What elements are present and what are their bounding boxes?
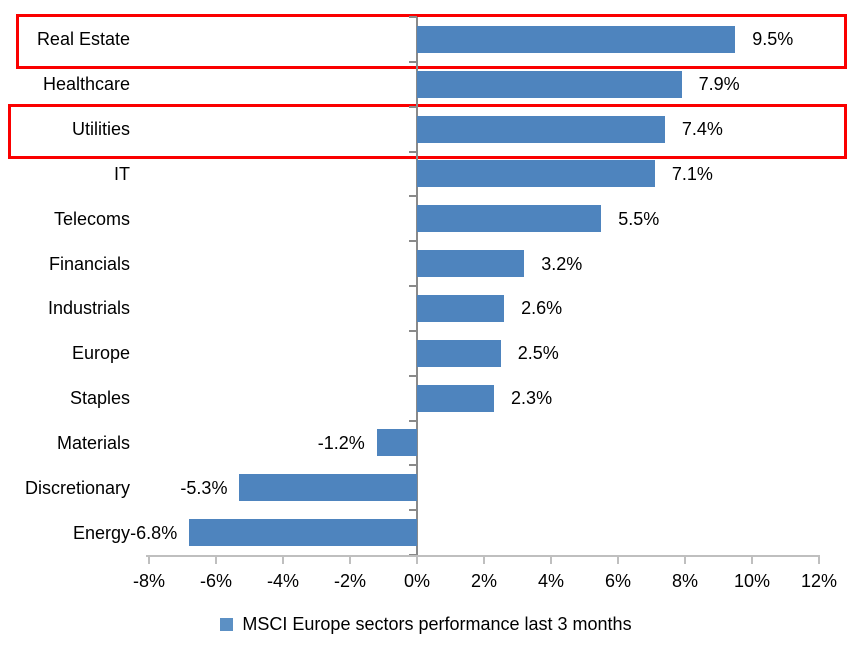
- bar: [417, 294, 505, 322]
- legend-marker-icon: [220, 617, 234, 631]
- x-axis-tick-label: 4%: [537, 571, 564, 591]
- bar-value-label: 5.5%: [618, 208, 660, 229]
- bar: [417, 205, 602, 233]
- x-axis-tick: [416, 555, 418, 564]
- category-axis-tick: [409, 240, 417, 243]
- x-axis-tick-label: -4%: [266, 571, 299, 591]
- category-axis-tick: [409, 150, 417, 153]
- bar-value-label: -6.8%: [130, 522, 178, 543]
- bar-value-label: 2.3%: [511, 388, 553, 409]
- category-label: Telecoms: [53, 208, 130, 229]
- highlight-box-real-estate: [16, 14, 847, 69]
- bar: [417, 25, 736, 53]
- category-label: Utilities: [71, 119, 130, 140]
- x-axis-tick-label: 2%: [470, 571, 497, 591]
- x-axis-tick: [148, 555, 150, 564]
- category-label: Healthcare: [42, 74, 130, 95]
- bar: [189, 519, 417, 547]
- x-axis-tick-label: 10%: [733, 571, 771, 591]
- category-axis-tick: [409, 374, 417, 377]
- x-axis-tick: [684, 555, 686, 564]
- category-axis-tick: [409, 16, 417, 18]
- x-axis-tick: [282, 555, 284, 564]
- bar-value-label: 2.6%: [521, 298, 563, 319]
- category-axis-tick: [409, 464, 417, 467]
- category-label: Real Estate: [36, 29, 130, 50]
- category-label: Discretionary: [24, 477, 130, 498]
- zero-axis-line: [416, 17, 418, 555]
- legend-label: MSCI Europe sectors performance last 3 m…: [242, 613, 632, 634]
- category-label: Financials: [48, 253, 130, 274]
- bar: [417, 250, 525, 278]
- bar: [417, 339, 501, 367]
- bar-value-label: 9.5%: [752, 29, 794, 50]
- bar-value-label: -5.3%: [180, 477, 228, 498]
- x-axis-tick: [349, 555, 351, 564]
- x-axis-tick: [550, 555, 552, 564]
- legend: MSCI Europe sectors performance last 3 m…: [0, 611, 852, 637]
- bar-value-label: 7.4%: [681, 119, 723, 140]
- bar: [417, 384, 495, 412]
- category-axis-tick: [409, 509, 417, 512]
- category-axis-tick: [409, 60, 417, 63]
- x-axis-tick-label: -2%: [333, 571, 366, 591]
- bar: [376, 429, 417, 457]
- category-label: Industrials: [47, 298, 130, 319]
- bar: [417, 70, 682, 98]
- bar: [239, 474, 417, 502]
- x-axis-tick-label: 0%: [403, 571, 430, 591]
- x-axis-tick: [818, 555, 820, 564]
- bar-value-label: 2.5%: [517, 343, 559, 364]
- category-label: Staples: [69, 388, 130, 409]
- x-axis-tick-label: 6%: [604, 571, 631, 591]
- bar-value-label: 3.2%: [541, 253, 583, 274]
- category-label: Europe: [71, 343, 130, 364]
- category-label: Energy: [72, 522, 130, 543]
- x-axis-tick: [617, 555, 619, 564]
- x-axis-tick-label: 8%: [671, 571, 698, 591]
- category-label: IT: [114, 163, 130, 184]
- category-axis-tick: [409, 419, 417, 422]
- bar: [417, 115, 665, 143]
- bar: [417, 160, 655, 188]
- x-axis-tick-label: -8%: [132, 571, 165, 591]
- x-axis-tick-label: 12%: [800, 571, 838, 591]
- x-axis-tick-label: -6%: [199, 571, 232, 591]
- x-axis-tick: [215, 555, 217, 564]
- bar-value-label: 7.9%: [698, 74, 740, 95]
- category-axis-tick: [409, 195, 417, 198]
- category-axis-tick: [409, 285, 417, 287]
- x-axis-tick: [751, 555, 753, 564]
- category-axis-tick: [409, 105, 417, 108]
- category-label: Materials: [56, 432, 130, 453]
- category-axis-tick: [409, 329, 417, 332]
- bar-value-label: -1.2%: [317, 432, 365, 453]
- bar-value-label: 7.1%: [671, 163, 713, 184]
- highlight-box-utilities: [8, 104, 847, 159]
- x-axis-tick: [483, 555, 485, 564]
